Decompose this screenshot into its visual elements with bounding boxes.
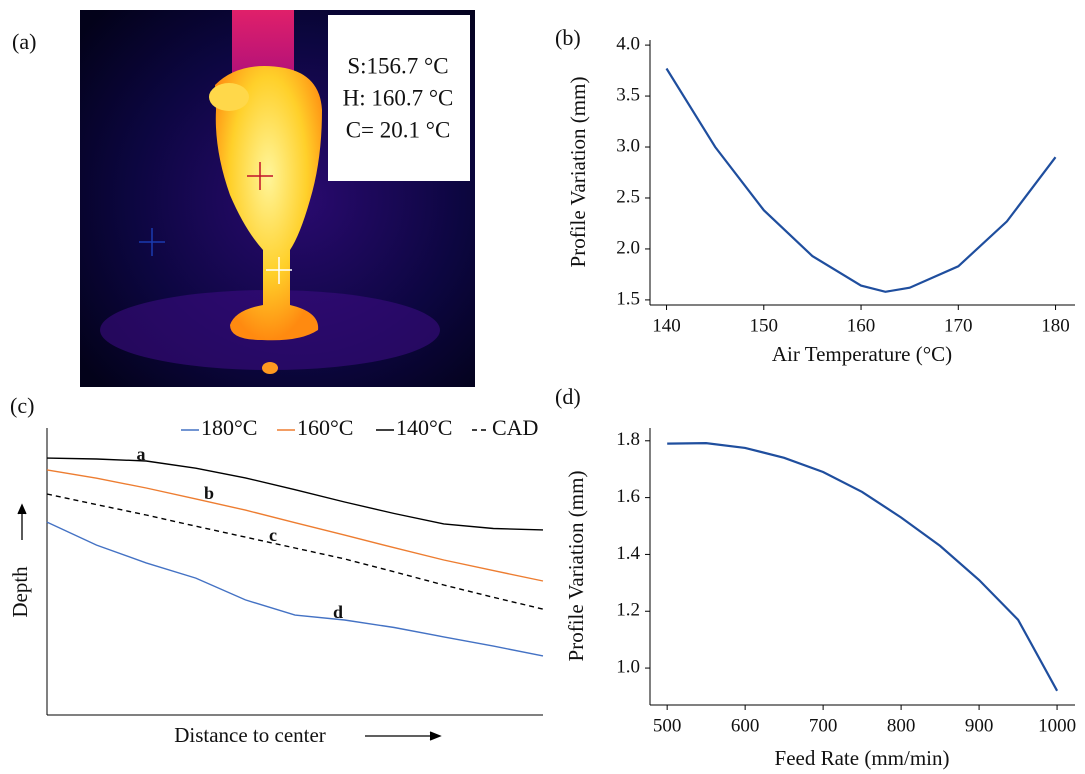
temperature-annotation: S:156.7 °C (347, 53, 448, 78)
data-line (47, 470, 543, 581)
y-axis-label: Depth (8, 566, 32, 618)
curve-label: d (333, 602, 343, 622)
y-tick-label: 4.0 (616, 33, 640, 54)
x-tick-label: 140 (652, 315, 681, 336)
y-axis-label: Profile Variation (mm) (564, 471, 588, 662)
x-tick-label: 900 (965, 715, 994, 736)
x-tick-label: 170 (944, 315, 973, 336)
x-tick-label: 600 (731, 715, 760, 736)
x-tick-label: 1000 (1038, 715, 1076, 736)
arrows (18, 505, 440, 740)
x-tick-label: 500 (653, 715, 682, 736)
legend-label: 140°C (396, 415, 452, 440)
x-tick-label: 150 (750, 315, 779, 336)
figure: (a) S:156.7 °C H: 160.7 °C C= 20.1 °C (b) 140… (0, 0, 1085, 774)
x-tick-label: 180 (1041, 315, 1070, 336)
y-tick-label: 3.5 (616, 84, 640, 105)
y-tick-label: 1.0 (616, 656, 640, 677)
x-axis-label: Air Temperature (°C) (772, 342, 952, 366)
panel-label: (c) (10, 393, 34, 418)
legend-label: CAD (492, 415, 538, 440)
temperature-annotation: C= 20.1 °C (346, 117, 451, 142)
y-tick-label: 1.5 (616, 288, 640, 309)
y-tick-label: 1.2 (616, 600, 640, 621)
y-tick-label: 1.8 (616, 429, 640, 450)
panel-label: (d) (555, 384, 581, 409)
x-tick-label: 700 (809, 715, 838, 736)
y-tick-label: 2.0 (616, 237, 640, 258)
temperature-annotation: H: 160.7 °C (343, 85, 454, 110)
y-tick-label: 2.5 (616, 186, 640, 207)
data-line (47, 494, 543, 609)
x-tick-label: 160 (847, 315, 876, 336)
data-line (667, 69, 1056, 292)
data-line (47, 458, 543, 530)
curve-label: c (269, 525, 277, 545)
legend-label: 160°C (297, 415, 353, 440)
y-tick-label: 1.4 (616, 543, 640, 564)
y-axis-label: Profile Variation (mm) (566, 77, 590, 268)
legend-label: 180°C (201, 415, 257, 440)
data-line (667, 443, 1057, 691)
data-line (47, 522, 543, 656)
x-tick-label: 800 (887, 715, 916, 736)
y-tick-label: 3.0 (616, 135, 640, 156)
curve-label: b (204, 483, 214, 503)
y-tick-label: 1.6 (616, 486, 640, 507)
panel-label: (b) (555, 25, 581, 50)
panel-label: (a) (12, 29, 36, 54)
curve-label: a (137, 444, 146, 464)
x-axis-label: Feed Rate (mm/min) (775, 746, 950, 770)
x-axis-label: Distance to center (174, 723, 326, 747)
